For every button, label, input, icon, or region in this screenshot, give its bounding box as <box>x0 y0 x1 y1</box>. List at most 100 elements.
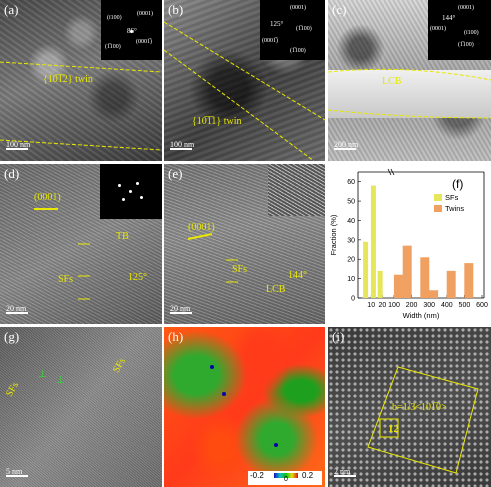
scale-text: 200 nm <box>334 140 359 149</box>
bar-sfs <box>370 185 376 298</box>
panel-i-label: (i) <box>332 329 345 344</box>
x-tick-label: 100 <box>388 302 400 309</box>
scale-bar <box>6 312 28 314</box>
panel-e-hrtem-image: (e) (0001) SFs 144° LCB 20 nm <box>164 164 325 324</box>
twin-boundary-lines <box>0 61 162 151</box>
x-axis-label: Width (nm) <box>403 311 440 320</box>
spot-label: (0001̅) <box>262 38 278 44</box>
spot-label: (1̅100) <box>105 44 121 50</box>
bar-sfs <box>377 270 383 298</box>
y-tick-label: 50 <box>347 199 355 206</box>
scale-bar <box>170 148 192 150</box>
circuit-count: 12 <box>388 423 399 435</box>
dislocation-cores <box>210 365 278 447</box>
angle-label: 125° <box>128 272 147 283</box>
twin-label: {10̅1̅1} twin <box>192 116 242 127</box>
sf-markers <box>34 208 90 300</box>
x-tick-label: 10 <box>367 302 375 309</box>
spot-label: (0001) <box>290 5 306 11</box>
panel-c-diffraction-inset: (0001) (0001) (ī100) (1̅100) 144° <box>428 0 491 60</box>
scale-text: 20 nm <box>170 304 191 313</box>
bar-sfs <box>363 241 369 298</box>
tb-label: TB <box>116 231 129 242</box>
twin-boundary-lines <box>164 21 325 161</box>
x-tick-label: 500 <box>459 302 471 309</box>
bar-twins <box>402 245 412 298</box>
panel-h-strain-map: (h) -0.2 0 0.2 <box>164 327 325 487</box>
legend-label: SFs <box>445 193 459 202</box>
spot-label: (ī100) <box>107 15 122 21</box>
y-axis-label: Fraction (%) <box>329 214 338 255</box>
bar-twins <box>393 274 403 298</box>
panel-h-label: (h) <box>168 329 184 344</box>
panel-b-label: (b) <box>168 2 184 17</box>
scale-text: 5 nm <box>6 467 23 476</box>
spot-label: (1̅100) <box>458 42 474 48</box>
x-tick-label: 300 <box>423 302 435 309</box>
sfs-label: SFs <box>58 274 74 285</box>
y-tick-label: 0 <box>351 296 355 303</box>
lcb-label: LCB <box>382 76 402 87</box>
panel-b-diffraction-inset: (0001) (0001̅) (1̅100) (1̅100) 125° <box>260 0 325 60</box>
panel-c-label: (c) <box>332 2 347 17</box>
dislocation-markers: ⊥ ⊥ <box>38 369 65 386</box>
panel-b-tem-image: (b) (0001) (0001̅) (1̅100) (1̅100) 125° … <box>164 0 325 161</box>
colorbar: -0.2 0 0.2 <box>248 471 322 485</box>
svg-text:⊥: ⊥ <box>56 375 65 386</box>
lcb-boundary-lines <box>328 68 491 119</box>
fft-spot <box>140 196 143 199</box>
panel-d-fft-inset <box>100 164 162 219</box>
panel-d-label: (d) <box>4 166 20 181</box>
panel-c-tem-image: (c) (0001) (0001) (ī100) (1̅100) 144° LC… <box>328 0 491 161</box>
panel-i-hrtem-image: (i) b=1/3<101̅0> 12 2 nm <box>328 327 491 487</box>
scale-bar <box>334 475 356 477</box>
sfs-label: SFs <box>232 264 248 275</box>
axis-break-mark <box>390 168 395 176</box>
colorbar-max: 0.2 <box>302 471 314 480</box>
x-tick-label: 20 <box>379 302 387 309</box>
spot-label: (0001) <box>137 11 153 17</box>
fft-spot <box>129 190 132 193</box>
y-tick-label: 30 <box>347 237 355 244</box>
spot-label: (0001) <box>458 5 474 11</box>
colorbar-mid: 0 <box>284 476 288 483</box>
scale-bar <box>334 148 356 150</box>
legend-swatch <box>434 194 442 201</box>
angle-label: 125° <box>270 20 284 28</box>
panel-a-tem-image: (a) (ī100) (0001) (1̅100) (0001̅) 86° {1… <box>0 0 162 161</box>
panel-a-diffraction-inset: (ī100) (0001) (1̅100) (0001̅) 86° <box>101 0 162 60</box>
y-tick-label: 60 <box>347 179 355 186</box>
bar-twins <box>446 270 456 298</box>
legend-swatch <box>434 205 442 212</box>
x-tick-label: 200 <box>406 302 418 309</box>
plane-label: (0001) <box>34 192 61 203</box>
scale-text: 100 nm <box>6 140 31 149</box>
y-tick-label: 20 <box>347 257 355 264</box>
spot-label: (0001̅) <box>136 39 152 45</box>
lcb-label: LCB <box>266 284 286 295</box>
axis-break-mark <box>387 168 392 176</box>
angle-label: 144° <box>288 270 307 281</box>
sf-markers <box>187 233 238 283</box>
bar-twins <box>420 257 430 298</box>
x-tick-label: 400 <box>441 302 453 309</box>
panel-f-label: (f) <box>452 177 463 191</box>
scale-text: 2 nm <box>334 467 351 476</box>
angle-label: 144° <box>442 14 456 22</box>
legend-label: Twins <box>445 204 464 213</box>
x-tick-label: 600 <box>476 302 488 309</box>
y-tick-label: 10 <box>347 276 355 283</box>
panel-f-chart: 0 10 20 30 40 50 60 10 20 100 200 300 400 500 600 Width… <box>328 164 491 324</box>
colorbar-min: -0.2 <box>250 471 264 480</box>
bar-twins <box>429 290 439 298</box>
spot-label: (1̅100) <box>296 26 312 32</box>
lcb-region <box>328 70 491 118</box>
burgers-vector-label: b=1/3<101̅0> <box>392 402 447 413</box>
spot-label: (0001) <box>430 26 446 32</box>
fft-spot <box>136 182 139 185</box>
panel-e-label: (e) <box>168 166 183 181</box>
svg-text:⊥: ⊥ <box>38 369 47 380</box>
spot-label: (ī100) <box>464 30 479 36</box>
diffraction-spot <box>130 30 133 33</box>
